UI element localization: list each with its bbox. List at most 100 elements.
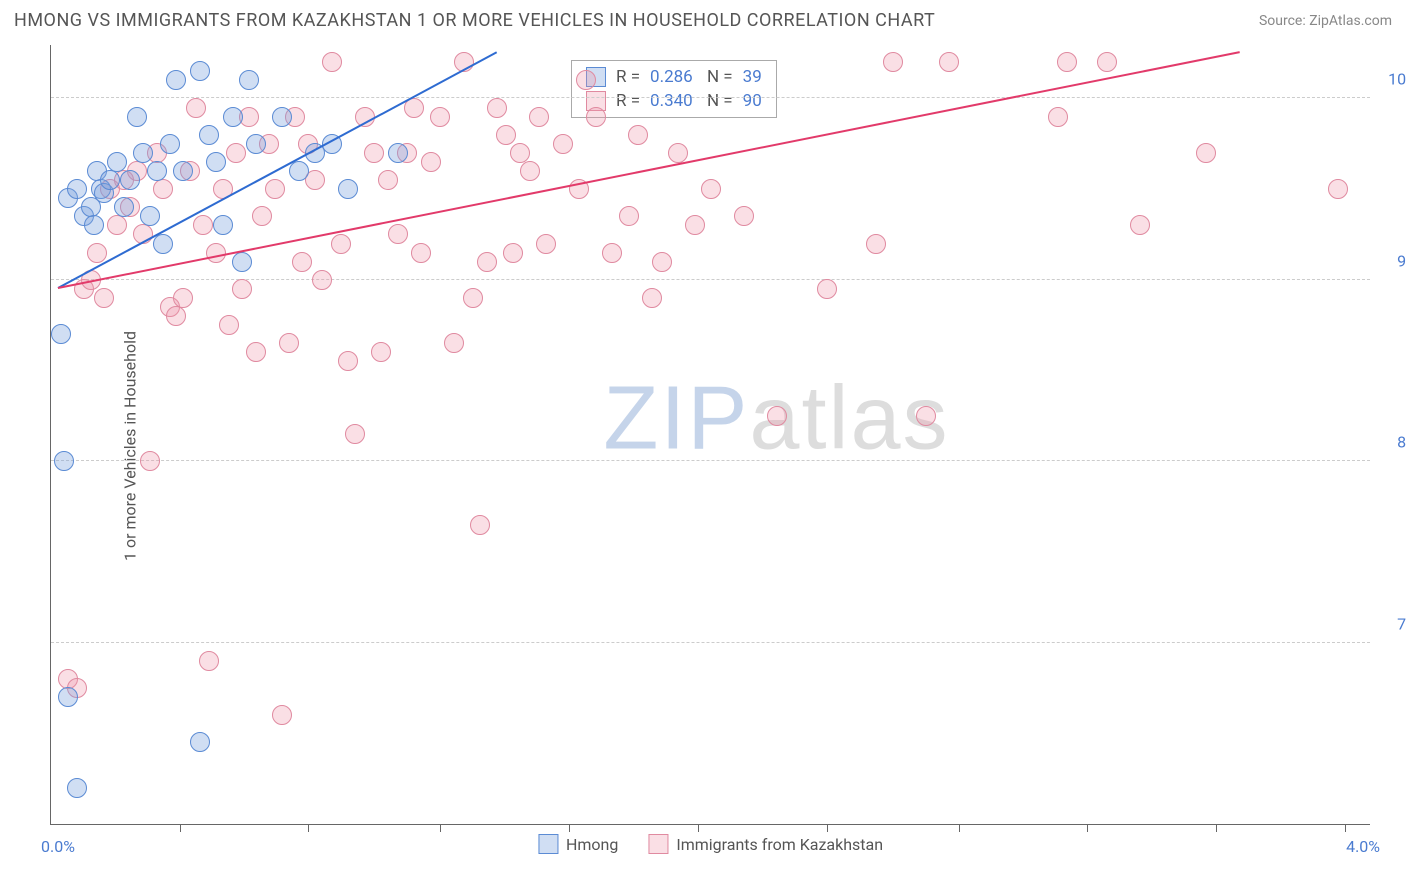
data-point [173, 288, 193, 308]
data-point [190, 61, 210, 81]
gridline [51, 460, 1370, 461]
data-point [388, 143, 408, 163]
data-point [252, 206, 272, 226]
r-value-hmong: 0.286 [650, 67, 693, 87]
data-point [199, 651, 219, 671]
data-point [388, 224, 408, 244]
data-point [279, 333, 299, 353]
data-point [193, 215, 213, 235]
data-point [371, 342, 391, 362]
data-point [586, 107, 606, 127]
x-tick [698, 824, 699, 832]
data-point [206, 152, 226, 172]
data-point [477, 252, 497, 272]
data-point [166, 306, 186, 326]
data-point [140, 206, 160, 226]
data-point [338, 351, 358, 371]
x-tick [180, 824, 181, 832]
data-point [463, 288, 483, 308]
data-point [529, 107, 549, 127]
data-point [916, 406, 936, 426]
data-point [496, 125, 516, 145]
data-point [213, 215, 233, 235]
data-point [701, 179, 721, 199]
data-point [866, 234, 886, 254]
y-tick-label: 90.0% [1380, 251, 1406, 270]
data-point [1048, 107, 1068, 127]
data-point [1057, 52, 1077, 72]
data-point [219, 315, 239, 335]
data-point [67, 179, 87, 199]
data-point [487, 98, 507, 118]
data-point [107, 152, 127, 172]
data-point [378, 170, 398, 190]
data-point [553, 134, 573, 154]
y-tick-label: 100.0% [1380, 70, 1406, 89]
legend-row-hmong: R = 0.286 N = 39 [586, 65, 762, 89]
data-point [602, 243, 622, 263]
data-point [107, 215, 127, 235]
data-point [87, 243, 107, 263]
data-point [411, 243, 431, 263]
data-point [652, 252, 672, 272]
data-point [444, 333, 464, 353]
x-tick [308, 824, 309, 832]
x-axis-max-label: 4.0% [1346, 837, 1380, 856]
data-point [734, 206, 754, 226]
data-point [1328, 179, 1348, 199]
gridline [51, 279, 1370, 280]
data-point [619, 206, 639, 226]
data-point [338, 179, 358, 199]
x-axis-min-label: 0.0% [41, 837, 75, 856]
data-point [767, 406, 787, 426]
data-point [817, 279, 837, 299]
data-point [133, 143, 153, 163]
n-value-hmong: 39 [743, 67, 762, 87]
data-point [58, 687, 78, 707]
data-point [199, 125, 219, 145]
y-tick-label: 80.0% [1380, 433, 1406, 452]
data-point [246, 134, 266, 154]
data-point [642, 288, 662, 308]
watermark-zip: ZIP [603, 368, 749, 468]
data-point [186, 98, 206, 118]
data-point [1097, 52, 1117, 72]
data-point [265, 179, 285, 199]
data-point [100, 170, 120, 190]
data-point [272, 107, 292, 127]
data-point [470, 515, 490, 535]
data-point [576, 70, 596, 90]
data-point [147, 161, 167, 181]
legend-row-kazakhstan: R = 0.340 N = 90 [586, 89, 762, 113]
source-label: Source: ZipAtlas.com [1259, 13, 1392, 29]
y-tick-label: 70.0% [1380, 614, 1406, 633]
data-point [322, 52, 342, 72]
gridline [51, 97, 1370, 98]
data-point [289, 161, 309, 181]
data-point [364, 143, 384, 163]
data-point [190, 732, 210, 752]
data-point [345, 424, 365, 444]
chart-title: HMONG VS IMMIGRANTS FROM KAZAKHSTAN 1 OR… [14, 10, 935, 31]
x-tick [959, 824, 960, 832]
x-tick [1345, 824, 1346, 832]
data-point [520, 161, 540, 181]
data-point [67, 778, 87, 798]
data-point [312, 270, 332, 290]
data-point [239, 70, 259, 90]
x-tick [440, 824, 441, 832]
series-legend: Hmong Immigrants from Kazakhstan [538, 834, 883, 854]
scatter-plot: ZIPatlas R = 0.286 N = 39 R = 0.340 N = … [50, 45, 1370, 825]
data-point [114, 197, 134, 217]
data-point [120, 170, 140, 190]
x-tick [569, 824, 570, 832]
data-point [668, 143, 688, 163]
legend-item-hmong: Hmong [538, 834, 618, 854]
data-point [503, 243, 523, 263]
data-point [421, 152, 441, 172]
data-point [232, 252, 252, 272]
legend-swatch-kazakhstan [648, 834, 668, 854]
data-point [292, 252, 312, 272]
data-point [232, 279, 252, 299]
data-point [536, 234, 556, 254]
